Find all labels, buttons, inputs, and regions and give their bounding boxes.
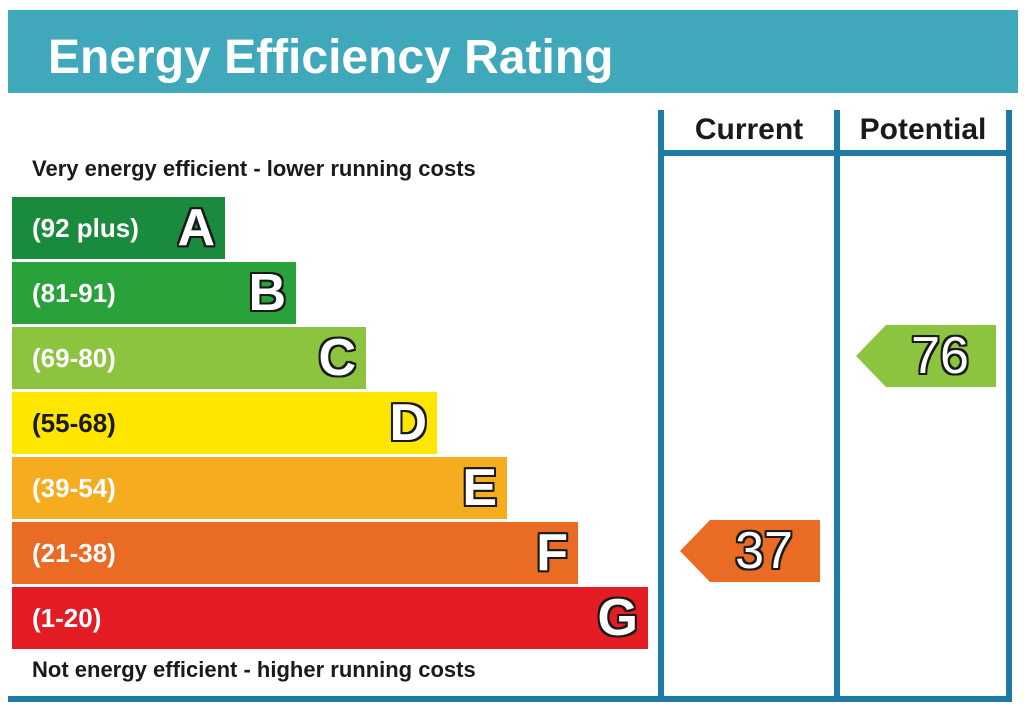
band-letter-label: D [389, 394, 427, 452]
band-a: (92 plus) A [12, 197, 225, 259]
band-b: (81-91) B [12, 262, 296, 324]
band-letter-label: A [177, 199, 215, 257]
potential-column-header: Potential [859, 113, 987, 146]
bottom-rule [8, 696, 1012, 702]
current-rating-value: 37 [735, 522, 793, 580]
header-rule [658, 150, 1012, 156]
band-range-label: (21-38) [32, 538, 116, 568]
band-range-label: (92 plus) [32, 213, 139, 243]
column-divider-left [658, 110, 664, 700]
column-divider-right [1006, 110, 1012, 700]
band-f: (21-38) F [12, 522, 578, 584]
potential-rating-value: 76 [911, 327, 969, 385]
band-letter-label: E [462, 459, 497, 517]
current-column-header: Current [694, 113, 804, 146]
band-letter-label: F [536, 524, 568, 582]
chart-title: Energy Efficiency Rating [48, 31, 614, 84]
current-rating-marker: 37 [680, 520, 820, 582]
potential-arrow-icon [856, 325, 996, 387]
top-caption: Very energy efficient - lower running co… [32, 156, 476, 181]
band-letter-label: C [318, 329, 356, 387]
current-arrow-icon [680, 520, 820, 582]
band-g: (1-20) G [12, 587, 648, 649]
band-range-label: (69-80) [32, 343, 116, 373]
band-range-label: (81-91) [32, 278, 116, 308]
band-e: (39-54) E [12, 457, 507, 519]
column-divider-middle [834, 110, 840, 700]
band-range-label: (1-20) [32, 603, 102, 633]
title-bar: Energy Efficiency Rating [8, 10, 1018, 93]
band-range-label: (55-68) [32, 408, 116, 438]
potential-rating-marker: 76 [856, 325, 996, 387]
band-letter-label: G [597, 589, 638, 647]
band-range-label: (39-54) [32, 473, 116, 503]
band-c: (69-80) C [12, 327, 366, 389]
band-letter-label: B [248, 264, 286, 322]
bottom-caption: Not energy efficient - higher running co… [32, 657, 476, 682]
band-d: (55-68) D [12, 392, 437, 454]
